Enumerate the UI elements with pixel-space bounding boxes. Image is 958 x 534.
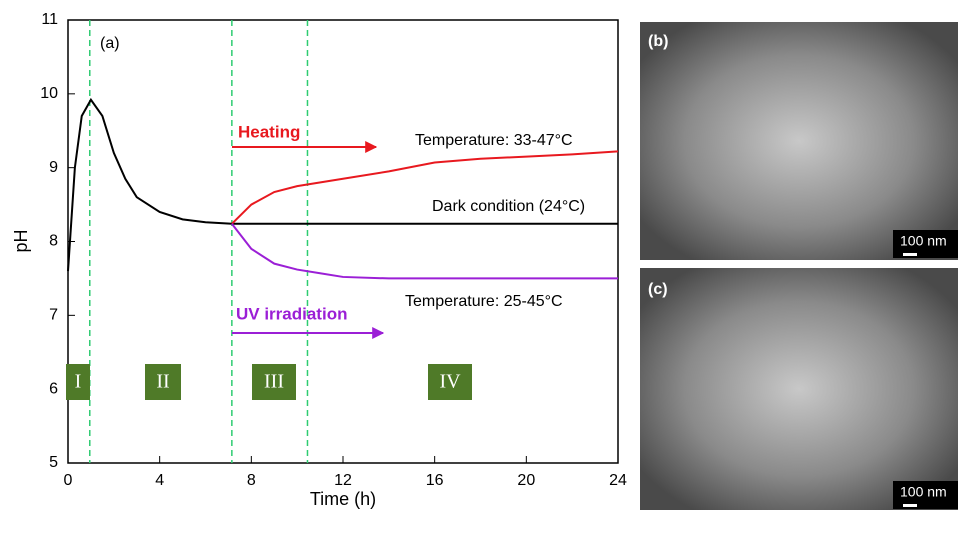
x-tick-label: 8	[247, 472, 256, 489]
y-tick-label: 10	[40, 85, 58, 102]
y-tick-label: 7	[49, 307, 58, 324]
series-label: UV irradiation	[236, 304, 347, 323]
annotation: Temperature: 33-47°C	[415, 132, 573, 149]
scale-bar-label: 100 nm	[900, 233, 947, 249]
data-line	[232, 224, 618, 279]
figure: 04812162024567891011IIIIIIIV (a) Time (h…	[0, 0, 958, 529]
y-tick-label: 6	[49, 380, 58, 397]
x-tick-label: 4	[155, 472, 164, 489]
y-tick-label: 11	[41, 11, 58, 28]
scale-bar	[903, 253, 917, 256]
scale-bar-label: 100 nm	[900, 484, 947, 500]
data-line	[68, 100, 618, 271]
series-label: Dark condition (24°C)	[432, 198, 585, 215]
stage-label: III	[264, 371, 284, 393]
sem-image	[640, 22, 958, 260]
y-tick-label: 5	[49, 454, 58, 471]
annotation: Temperature: 25-45°C	[405, 293, 563, 310]
x-tick-label: 16	[426, 472, 444, 489]
y-tick-label: 9	[49, 159, 58, 176]
stage-label: IV	[439, 371, 461, 393]
y-tick-label: 8	[49, 233, 58, 250]
x-axis-label: Time (h)	[310, 489, 376, 509]
panel-label: (b)	[648, 33, 668, 50]
x-tick-label: 12	[334, 472, 352, 489]
sem-image	[640, 268, 958, 510]
panel-label: (c)	[648, 281, 668, 298]
y-axis-label: pH	[11, 229, 31, 252]
series-label: Heating	[238, 122, 300, 141]
panel-label: (a)	[100, 35, 120, 52]
x-tick-label: 20	[517, 472, 535, 489]
image-panels: (b) 100 nm (c) 100 nm	[640, 22, 958, 510]
x-tick-label: 24	[609, 472, 627, 489]
stage-label: II	[156, 371, 169, 393]
scale-bar	[903, 504, 917, 507]
x-tick-label: 0	[64, 472, 73, 489]
stage-label: I	[75, 371, 82, 393]
